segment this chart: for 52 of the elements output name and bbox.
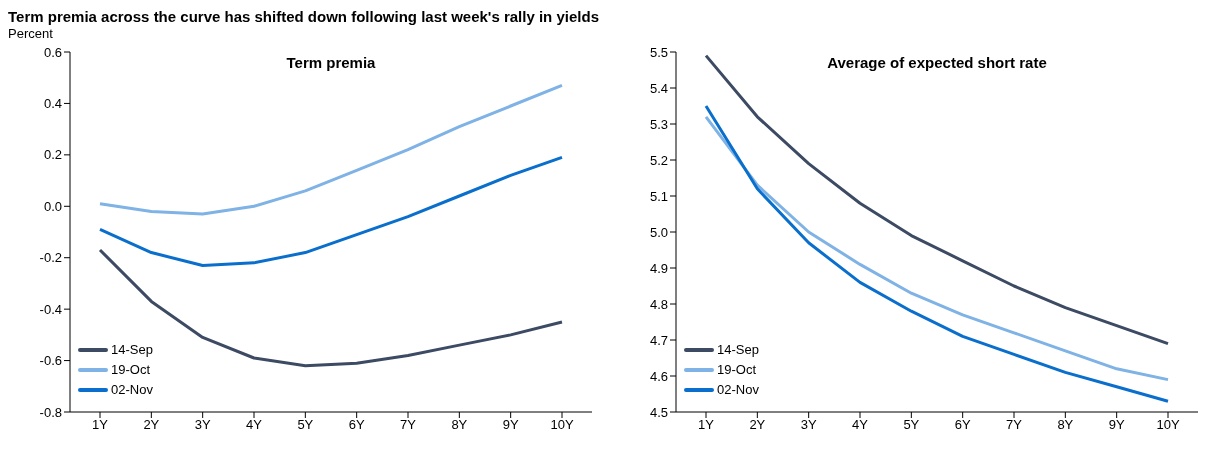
legend-label: 02-Nov: [111, 381, 153, 399]
y-tick-label: 5.1: [649, 188, 668, 204]
y-axis-title: Percent: [8, 26, 54, 42]
y-tick-label: 0.6: [43, 44, 62, 60]
x-tick-label: 4Y: [246, 417, 263, 433]
y-tick-label: 5.4: [649, 80, 668, 96]
y-tick-label: 4.6: [649, 368, 668, 384]
legend-label: 14-Sep: [111, 341, 153, 359]
x-tick-label: 2Y: [143, 417, 160, 433]
y-tick-label: 5.2: [649, 152, 668, 168]
chart-title: Average of expected short rate: [826, 54, 1048, 71]
y-tick-label: 5.0: [649, 224, 668, 240]
x-tick-label: 3Y: [194, 417, 211, 433]
y-tick-label: -0.4: [39, 301, 62, 317]
x-tick-label: 3Y: [800, 417, 817, 433]
chart-title: Term premia: [285, 54, 377, 71]
y-tick-label: 4.5: [649, 404, 668, 420]
y-tick-label: 4.7: [649, 332, 668, 348]
y-tick-label: 0.2: [43, 147, 62, 163]
x-tick-label: 7Y: [400, 417, 417, 433]
y-tick-label: -0.6: [39, 353, 62, 369]
x-tick-label: 9Y: [502, 417, 519, 433]
x-tick-label: 7Y: [1006, 417, 1023, 433]
x-tick-label: 5Y: [903, 417, 920, 433]
x-tick-label: 8Y: [1057, 417, 1074, 433]
legend-label: 19-Oct: [717, 361, 757, 379]
x-tick-label: 8Y: [451, 417, 468, 433]
x-tick-label: 1Y: [92, 417, 109, 433]
x-tick-label: 6Y: [954, 417, 971, 433]
x-tick-label: 1Y: [698, 417, 715, 433]
x-tick-label: 6Y: [348, 417, 365, 433]
x-tick-label: 5Y: [297, 417, 314, 433]
y-tick-label: 4.8: [649, 296, 668, 312]
y-tick-label: -0.2: [39, 250, 62, 266]
y-tick-label: 4.9: [649, 260, 668, 276]
x-tick-label: 9Y: [1108, 417, 1125, 433]
legend-label: 02-Nov: [717, 381, 759, 399]
y-tick-label: 0.0: [43, 198, 62, 214]
y-tick-label: 5.3: [649, 116, 668, 132]
y-tick-label: -0.8: [39, 404, 62, 420]
x-tick-label: 10Y: [550, 417, 574, 433]
legend-label: 19-Oct: [111, 361, 151, 379]
y-tick-label: 0.4: [43, 96, 62, 112]
y-tick-label: 5.5: [649, 44, 668, 60]
text: Term premia across the curve has shifted down following last week's rally in yields: [8, 8, 600, 26]
line-series: [98, 155, 564, 267]
x-tick-label: 4Y: [852, 417, 869, 433]
line-series: [704, 54, 1170, 346]
line-series: [98, 83, 564, 216]
legend-label: 14-Sep: [717, 341, 759, 359]
x-tick-label: 2Y: [749, 417, 766, 433]
x-tick-label: 10Y: [1156, 417, 1180, 433]
